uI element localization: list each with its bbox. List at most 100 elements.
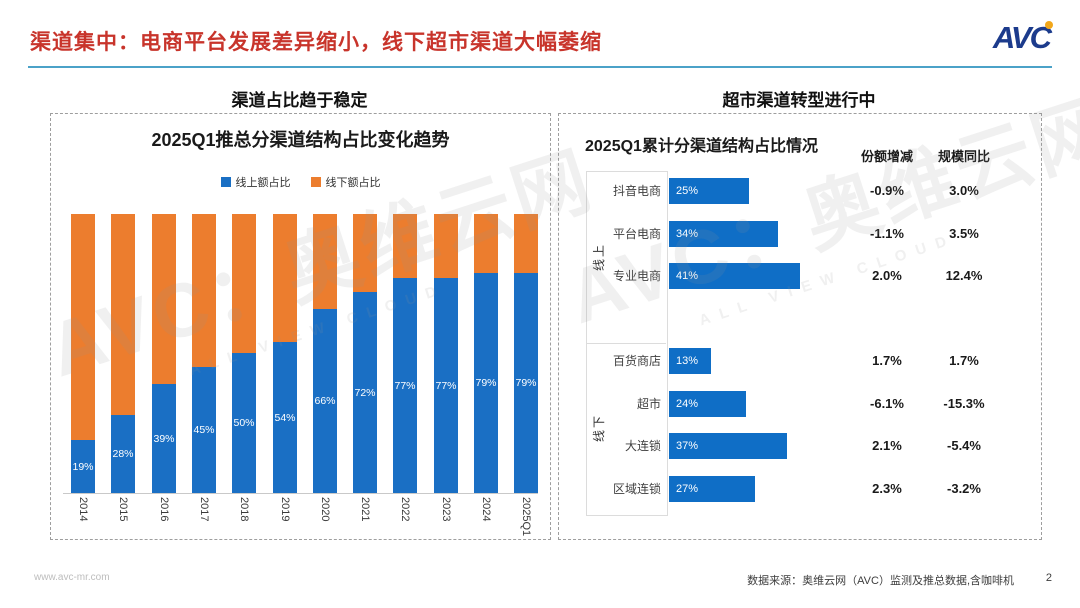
bar-value-label: 66% <box>314 395 336 407</box>
bar-offline-2023 <box>434 214 458 278</box>
scale-yoy-value: 1.7% <box>949 353 979 368</box>
bar-offline-2025Q1 <box>514 214 538 273</box>
category-group-divider <box>586 343 666 344</box>
bar-online-2018 <box>232 353 256 493</box>
bar-value-label: 54% <box>274 412 296 424</box>
bar-value-label: 72% <box>354 387 376 399</box>
share-change-value: 2.0% <box>872 268 902 283</box>
right-chart-title: 2025Q1累计分渠道结构占比情况 <box>585 138 818 155</box>
hbar-百货商店: 13% <box>669 348 711 374</box>
share-change-value: -6.1% <box>870 396 904 411</box>
bar-offline-2016 <box>152 214 176 384</box>
x-axis-label: 2024 <box>480 497 492 522</box>
bar-value-label: 77% <box>435 380 457 392</box>
scale-yoy-value: -5.4% <box>947 438 981 453</box>
chart-legend: 线上额占比 线下额占比 <box>51 174 550 190</box>
bar-value-label: 28% <box>112 448 134 460</box>
category-label: 平台电商 <box>612 227 661 241</box>
bar-online-2021 <box>353 292 377 493</box>
x-axis-label: 2019 <box>279 497 291 522</box>
share-change-value: -0.9% <box>870 183 904 198</box>
group-label-线下: 线下 <box>592 414 606 443</box>
bar-offline-2024 <box>474 214 498 273</box>
bar-value-label: 45% <box>193 424 215 436</box>
legend-swatch-online <box>220 177 231 187</box>
category-label: 大连锁 <box>624 439 661 453</box>
bar-value-label: 77% <box>394 380 416 392</box>
bar-online-2020 <box>313 309 337 493</box>
x-axis-label: 2016 <box>158 497 170 522</box>
hbar-超市: 24% <box>669 391 746 417</box>
hbar-专业电商: 41% <box>669 263 800 289</box>
x-axis-label: 2014 <box>77 497 89 522</box>
column-header-share-change: 份额增减 <box>860 149 913 164</box>
bar-value-label: 50% <box>233 417 255 429</box>
hbar-平台电商: 34% <box>669 221 778 247</box>
x-axis-label: 2017 <box>198 497 210 522</box>
x-axis-line <box>63 493 538 494</box>
bar-online-2024 <box>474 273 498 493</box>
legend-item-online: 线上额占比 <box>220 174 291 190</box>
scale-yoy-value: 3.0% <box>949 183 979 198</box>
bar-offline-2014 <box>71 214 95 440</box>
bar-online-2023 <box>434 278 458 493</box>
bar-offline-2018 <box>232 214 256 353</box>
right-chart-panel: 2025Q1累计分渠道结构占比情况 份额增减 规模同比 线上 抖音电商 25% -0.… <box>558 113 1042 540</box>
legend-swatch-offline <box>310 177 321 187</box>
x-axis-label: 2018 <box>238 497 250 522</box>
x-axis-label: 2021 <box>359 497 371 522</box>
scale-yoy-value: 12.4% <box>945 268 983 283</box>
logo-text-c: C <box>1030 20 1053 55</box>
group-label-线上: 线上 <box>592 243 606 272</box>
bar-offline-2020 <box>313 214 337 309</box>
hbar-区域连锁: 27% <box>669 476 755 502</box>
bar-offline-2015 <box>111 214 135 415</box>
x-axis-label: 2015 <box>117 497 129 522</box>
bar-value-label: 79% <box>515 377 537 389</box>
legend-item-offline: 线下额占比 <box>310 174 381 190</box>
bar-offline-2019 <box>273 214 297 342</box>
column-header-scale-yoy: 规模同比 <box>937 149 990 164</box>
scale-yoy-value: 3.5% <box>949 226 979 241</box>
bar-online-2017 <box>192 367 216 493</box>
bar-offline-2021 <box>353 214 377 292</box>
bar-online-2019 <box>273 342 297 493</box>
left-chart-title: 2025Q1推总分渠道结构占比变化趋势 <box>151 130 450 150</box>
footer-page-number: 2 <box>1045 572 1052 584</box>
logo-orange-dot-icon <box>1045 21 1053 29</box>
share-change-value: -1.1% <box>870 226 904 241</box>
bar-offline-2017 <box>192 214 216 367</box>
left-chart-panel: 2025Q1推总分渠道结构占比变化趋势 线上额占比 线下额占比 19% 2014 2… <box>50 113 551 540</box>
bar-value-label: 79% <box>475 377 497 389</box>
bar-online-2015 <box>111 415 135 493</box>
footer-source: 数据来源：奥维云网（AVC）监测及推总数据,含咖啡机 <box>747 575 1014 587</box>
bar-online-2014 <box>71 440 95 493</box>
x-axis-label: 2025Q1 <box>520 497 532 537</box>
right-section-header: 超市渠道转型进行中 <box>722 91 876 110</box>
x-axis-label: 2023 <box>440 497 452 522</box>
bar-value-label: 19% <box>72 461 94 473</box>
footer-url: www.avc-mr.com <box>34 572 110 583</box>
avc-logo: AVC <box>992 20 1053 56</box>
x-axis-label: 2022 <box>399 497 411 522</box>
category-label: 区域连锁 <box>612 482 661 496</box>
hbar-大连锁: 37% <box>669 433 787 459</box>
left-section-header: 渠道占比趋于稳定 <box>231 91 368 110</box>
bar-online-2022 <box>393 278 417 493</box>
share-change-value: 2.3% <box>872 481 902 496</box>
bar-online-2016 <box>152 384 176 493</box>
scale-yoy-value: -15.3% <box>943 396 985 411</box>
scale-yoy-value: -3.2% <box>947 481 981 496</box>
x-axis-label: 2020 <box>319 497 331 522</box>
category-label: 专业电商 <box>612 269 661 283</box>
page-title: 渠道集中：电商平台发展差异缩小，线下超市渠道大幅萎缩 <box>30 31 602 54</box>
category-label: 超市 <box>636 397 661 411</box>
hbar-抖音电商: 25% <box>669 178 749 204</box>
share-change-value: 2.1% <box>872 438 902 453</box>
title-underline <box>28 66 1052 68</box>
share-change-value: 1.7% <box>872 353 902 368</box>
category-label: 百货商店 <box>612 354 661 368</box>
legend-label-online: 线上额占比 <box>235 177 291 189</box>
logo-text-av: AV <box>992 20 1032 55</box>
bar-offline-2022 <box>393 214 417 278</box>
